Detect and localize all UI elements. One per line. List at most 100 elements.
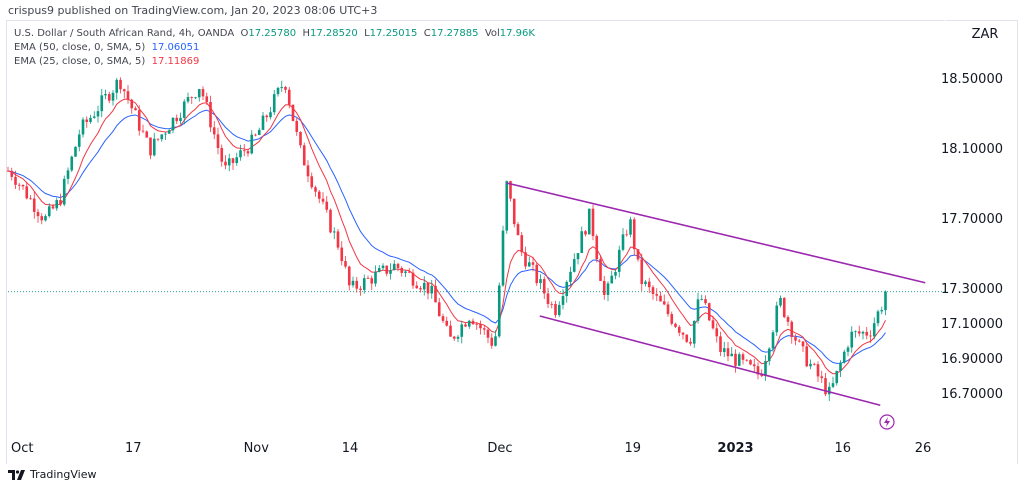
candle-body (74, 146, 77, 157)
candle-body (779, 297, 782, 306)
candle-body (220, 148, 224, 162)
candle-body (441, 316, 445, 321)
candle-body (467, 320, 471, 327)
candle-body (190, 97, 194, 98)
candle-body (85, 119, 89, 122)
candle-body (782, 297, 786, 318)
candle-body (767, 348, 771, 362)
candle-body (280, 87, 284, 88)
candle-body (820, 376, 824, 379)
candle-body (59, 200, 62, 205)
candle-body (6, 170, 10, 172)
candle-body (359, 288, 362, 290)
candle-body (370, 278, 374, 284)
candle-body (501, 230, 505, 286)
candle-body (805, 346, 809, 367)
candle-body (321, 198, 325, 202)
candle-body (745, 359, 749, 361)
x-tick-label: 17 (125, 441, 142, 456)
x-tick-label: Nov (244, 441, 270, 456)
candle-body (797, 340, 801, 342)
candle-body (602, 280, 606, 295)
candle-body (55, 200, 59, 209)
x-tick-label: 19 (624, 441, 641, 456)
candle-body (340, 247, 344, 262)
y-tick-label: 16.70000 (941, 387, 1003, 402)
candle-body (831, 383, 835, 387)
ema50-line (7, 109, 886, 364)
close-label: C (423, 28, 431, 39)
open-label: O (240, 28, 249, 39)
high-value: 17.28520 (310, 28, 358, 39)
low-value: 17.25015 (369, 28, 418, 39)
high-label: H (302, 28, 311, 39)
candle-body (231, 158, 235, 164)
lightning-bolt-icon (884, 417, 890, 427)
candle-body (659, 295, 662, 302)
channel-upper-line (506, 182, 926, 284)
y-tick-label: 17.70000 (941, 212, 1003, 227)
candle-body (126, 91, 130, 100)
ema25-legend[interactable]: EMA (25, close, 0, SMA, 5) 17.11869 (14, 56, 199, 67)
candle-body (175, 117, 179, 122)
candle-body (40, 216, 44, 221)
x-tick-label: 2023 (717, 441, 753, 456)
candle-body (775, 305, 779, 333)
candle-body (29, 198, 32, 200)
candle-body (752, 364, 756, 367)
candle-body (257, 129, 261, 135)
candle-body (861, 331, 865, 334)
tradingview-footer[interactable]: TradingView (8, 468, 96, 481)
candle-body (96, 111, 100, 117)
candle-body (276, 87, 280, 95)
candle-body (572, 259, 576, 272)
candle-body (355, 280, 359, 289)
candle-body (550, 303, 554, 305)
ema50-legend[interactable]: EMA (50, close, 0, SMA, 5) 17.06051 (14, 42, 199, 53)
candle-body (224, 161, 227, 166)
candle-body (239, 150, 242, 158)
candle-body (145, 131, 149, 138)
candle-body (216, 134, 220, 149)
candle-body (565, 281, 569, 297)
candle-body (677, 326, 681, 333)
candle-body (314, 187, 317, 192)
candle-body (347, 266, 351, 286)
candle-body (51, 206, 55, 209)
candle-body (269, 112, 272, 118)
candle-body (287, 89, 291, 105)
candle-body (344, 261, 347, 267)
candle-body (719, 336, 722, 353)
candle-body (546, 293, 550, 304)
candle-body (36, 211, 40, 217)
chart-frame (6, 20, 1018, 464)
candle-body (681, 332, 685, 335)
candle-body (505, 181, 509, 231)
candle-body (516, 224, 520, 236)
candle-body (104, 94, 107, 96)
candle-body (422, 282, 426, 290)
y-tick-label: 16.90000 (941, 352, 1003, 367)
candle-body (197, 89, 201, 98)
candle-body (171, 117, 175, 131)
candle-body (557, 304, 561, 316)
candle-body (100, 95, 104, 112)
candle-body (771, 332, 775, 349)
candle-body (396, 263, 400, 268)
candle-body (209, 101, 212, 128)
candle-body (374, 271, 377, 284)
candle-body (756, 366, 760, 375)
candle-body (524, 252, 527, 267)
candle-body (137, 110, 141, 131)
candle-body (591, 208, 595, 236)
candle-body (812, 363, 816, 365)
candle-body (272, 94, 276, 113)
candle-body (17, 184, 21, 186)
candle-body (801, 341, 805, 347)
candle-body (790, 321, 794, 338)
candle-body (584, 231, 587, 235)
candle-body (490, 337, 494, 346)
candle-body (381, 265, 385, 269)
candle-body (479, 324, 482, 329)
